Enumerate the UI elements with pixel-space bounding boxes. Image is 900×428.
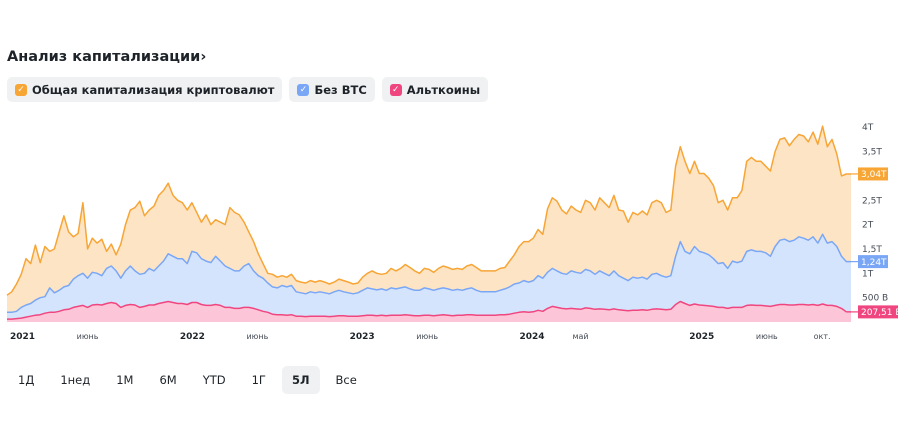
series-line-2 xyxy=(7,300,852,320)
range-6m[interactable]: 6М xyxy=(159,373,177,387)
check-icon[interactable]: ✓ xyxy=(15,83,27,96)
legend-item-altcoins[interactable]: ✓ Альткоины xyxy=(381,77,489,102)
title-text: Анализ капитализации xyxy=(7,49,201,65)
series-area-1 xyxy=(7,234,851,322)
x-tick-label: 2023 xyxy=(350,332,375,342)
x-tick-label: июнь xyxy=(416,332,438,341)
y-tick-label: 3,5T xyxy=(862,148,882,158)
x-tick-label: 2025 xyxy=(689,332,714,342)
range-1d[interactable]: 1Д xyxy=(18,373,35,387)
check-icon[interactable]: ✓ xyxy=(297,83,310,96)
market-cap-chart[interactable]: 500 B 1T 1,5T 2T 2,5T 3,5T 4T 3,04T 1,24T 207,51 … xyxy=(0,110,900,350)
time-range-selector: 1Д 1нед 1М 6М YTD 1Г 5Л Все xyxy=(8,366,373,394)
legend-label: Альткоины xyxy=(406,82,481,97)
y-tick-label: 1,5T xyxy=(862,245,882,255)
check-icon[interactable]: ✓ xyxy=(389,83,402,96)
x-tick-label: окт. xyxy=(814,332,831,341)
range-1y[interactable]: 1Г xyxy=(251,373,266,387)
x-tick-label: июнь xyxy=(756,332,778,341)
series-line-1 xyxy=(7,233,851,314)
last-value-tag xyxy=(858,167,888,181)
x-tick-label: 2021 xyxy=(10,332,35,342)
range-ytd[interactable]: YTD xyxy=(202,373,226,387)
last-value-tag xyxy=(858,255,888,269)
range-5y[interactable]: 5Л xyxy=(281,366,320,394)
last-value-label: 207,51 B xyxy=(861,308,900,318)
y-tick-label: 500 B xyxy=(862,294,888,304)
x-tick-label: июнь xyxy=(77,332,99,341)
range-1m[interactable]: 1М xyxy=(116,373,134,387)
x-tick-label: 2024 xyxy=(519,332,544,342)
page-title[interactable]: Анализ капитализации› xyxy=(7,49,206,65)
legend-label: Без BTC xyxy=(314,82,367,97)
last-value-label: 1,24T xyxy=(861,258,887,268)
legend: ✓ Общая капитализация криптовалют ✓ Без … xyxy=(7,77,489,102)
y-tick-label: 2T xyxy=(862,221,874,231)
chevron-right-icon: › xyxy=(200,49,207,65)
series-area-2 xyxy=(7,301,851,322)
last-value-label: 3,04T xyxy=(861,170,887,180)
last-value-tag xyxy=(858,305,898,319)
range-all[interactable]: Все xyxy=(335,373,357,387)
legend-item-total[interactable]: ✓ Общая капитализация криптовалют xyxy=(7,77,283,102)
x-tick-label: июнь xyxy=(246,332,268,341)
legend-label: Общая капитализация криптовалют xyxy=(32,82,275,97)
y-tick-label: 4T xyxy=(862,123,874,133)
y-tick-label: 1T xyxy=(862,269,874,279)
range-1w[interactable]: 1нед xyxy=(60,373,91,387)
x-tick-label: 2022 xyxy=(180,332,205,342)
y-tick-label: 2,5T xyxy=(862,196,882,206)
legend-item-without-btc[interactable]: ✓ Без BTC xyxy=(289,77,375,102)
x-tick-label: май xyxy=(572,332,588,341)
series-line-0 xyxy=(6,125,851,296)
